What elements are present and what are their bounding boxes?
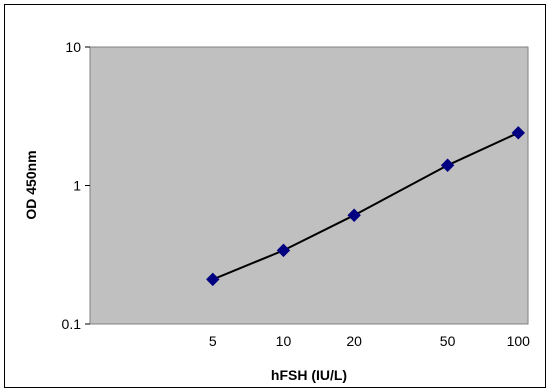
y-tick-label: 1 — [73, 178, 81, 194]
plot-area — [89, 46, 529, 325]
y-tick-label: 10 — [65, 39, 81, 55]
data-point — [276, 243, 291, 258]
data-point — [347, 208, 361, 222]
y-axis-title: OD 450nm — [23, 150, 39, 219]
x-tick-label: 20 — [346, 333, 362, 349]
data-point — [440, 158, 455, 172]
data-point — [206, 272, 220, 287]
data-point — [511, 126, 525, 140]
x-tick-label: 5 — [209, 333, 217, 349]
x-tick-label: 50 — [440, 333, 456, 349]
x-axis-ticks: 5 10 20 50 100 — [209, 333, 530, 349]
x-tick-label: 10 — [276, 333, 292, 349]
y-axis-ticks: 10 1 0.1 — [62, 39, 90, 332]
y-tick-label: 0.1 — [62, 316, 82, 332]
x-axis-title: hFSH (IU/L) — [271, 367, 347, 383]
data-points — [206, 126, 525, 287]
x-tick-label: 100 — [507, 333, 531, 349]
